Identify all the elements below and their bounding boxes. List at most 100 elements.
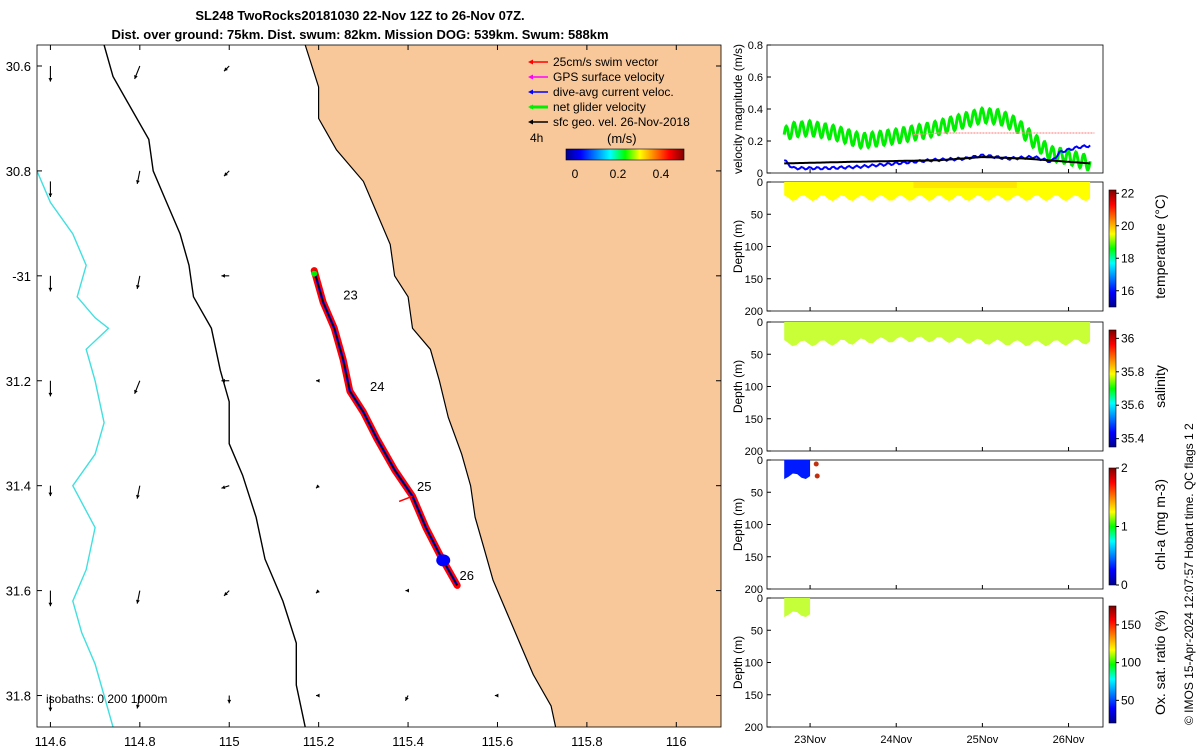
geo-vector-head-22 [316,484,320,489]
sec-ytick-label-2-3: 150 [745,552,763,564]
sec-ylabel-chl-a: Depth (m) [731,498,745,551]
legend-label-2: dive-avg current veloc. [553,85,674,99]
chl-hotspot-0 [813,461,819,467]
geo-vector-head-12 [136,599,140,604]
geo-vector-head-14 [224,67,228,72]
timestep-label: 4h [530,131,543,145]
sec-cbar-tick-label-3-2: 150 [1121,618,1141,632]
legend-label-1: GPS surface velocity [553,70,664,84]
sec-cbar-label-temperature: temperature (°C) [1152,194,1168,298]
geo-vector-head-10 [134,389,138,394]
legend-swatch-head-2 [528,89,533,95]
legend-label-4: sfc geo. vel. 26-Nov-2018 [553,115,690,129]
swim-vector-stray [398,495,413,503]
sec-ylabel-temperature: Depth (m) [731,220,745,273]
map-ytick-label-3: 31.2 [6,374,31,389]
geo-vector-head-6 [48,707,53,712]
map-panel: 23 24 25 26 114.6 114.8 115 115.2 115.4 115.6 115… [6,44,722,749]
map-axes: 114.6 114.8 115 115.2 115.4 115.6 115.8 116 30.6… [6,45,721,749]
day-label-25: 25 [417,479,431,494]
glider-track: 23 24 25 26 [310,267,474,589]
legend-label-0: 25cm/s swim vector [553,55,658,69]
geo-vector-head-1 [48,193,53,197]
sec-cbar-tick-label-3-1: 100 [1121,656,1141,670]
isobath-200m [103,45,306,727]
sec-ytick-label-1-1: 50 [751,349,763,361]
coastline [304,45,557,727]
velocity-series [782,105,1095,172]
day-label-23: 23 [343,287,357,302]
sec-cbar-tick-label-2-1: 1 [1121,520,1128,534]
sec-xtick-label-0: 23Nov [794,734,826,746]
sec-xtick-label-2: 25Nov [966,734,998,746]
legend-swatch-head-3 [528,104,533,110]
section-frame-chl-a [766,459,1104,590]
geo-vector-head-5 [48,602,53,607]
map-ytick-label-4: 31.4 [6,479,31,494]
sec-cbar-tick-label-0-1: 18 [1121,251,1135,265]
vel-series-1 [913,132,1095,136]
land-polygon [305,45,721,727]
map-xtick-label-6: 115.8 [571,734,603,749]
sec-ytick-label-2-1: 50 [751,487,763,499]
sec-cbar-tick-label-0-3: 22 [1121,186,1135,200]
velocity-panel: 0 0.2 0.4 0.6 0.8 velocity magnitude (m/s) [731,40,1104,180]
sec-cbar-tick-label-1-0: 35.4 [1121,432,1145,446]
sec-cbar-tick-label-2-2: 2 [1121,461,1128,475]
geo-vector-head-9 [136,285,140,289]
vel-ytick-label-0: 0 [757,168,763,180]
sec-cbar-tick-label-2-0: 0 [1121,578,1128,592]
day-label-26: 26 [459,568,473,583]
chart-title-line1: SL248 TwoRocks20181030 22-Nov 12Z to 26-… [195,8,525,23]
vel-series-3 [784,155,1091,165]
map-xtick-label-0: 114.6 [35,734,67,749]
legend-label-3: net glider velocity [553,100,646,114]
geo-vector-head-19 [224,591,228,596]
track-line [313,270,458,586]
sec-ytick-label-3-1: 50 [751,625,763,637]
geo-vector-head-4 [48,492,53,497]
geo-vector-head-17 [221,378,225,383]
track-start-marker [311,270,318,277]
sec-cbar-tick-label-0-2: 20 [1121,219,1135,233]
vel-ytick-label-3: 0.6 [748,72,763,84]
geo-vector-head-18 [221,485,226,489]
velocity-frame [766,44,1104,174]
sec-cbar-tick-label-1-2: 35.8 [1121,365,1145,379]
sec-cbar-label-oxygen: Ox. sat. ratio (%) [1152,610,1168,715]
map-ytick-label-5: 31.6 [6,584,31,599]
sec-colorbar-chl-a [1108,467,1117,586]
sec-ylabel-salinity: Depth (m) [731,360,745,413]
map-xtick-label-7: 116 [666,734,687,749]
map-ytick-label-2: -31 [12,269,31,284]
geo-vector-head-20 [227,699,232,704]
section-data-chl-a [784,460,811,480]
sec-ytick-label-0-3: 150 [745,274,763,286]
geo-vector-head-7 [134,75,138,79]
sec-ytick-label-3-0: 0 [757,593,763,605]
day-label-24: 24 [370,379,384,394]
geo-vector-head-21 [316,378,320,383]
vel-series-0 [782,105,1092,172]
sec-ytick-label-0-4: 200 [745,306,763,318]
colorbar-tick-1: 0.2 [610,167,627,181]
map-ytick-label-0: 30.6 [6,59,31,74]
geo-vector-head-16 [221,273,225,278]
sec-ytick-label-0-2: 100 [745,242,763,254]
sec-colorbar-salinity [1108,329,1117,448]
geo-vector-head-27 [494,693,499,698]
section-data-oxygen [784,598,811,618]
sec-ytick-label-3-2: 100 [745,658,763,670]
sec-ylabel-oxygen: Depth (m) [731,636,745,689]
section-data-salinity [784,322,1091,347]
sec-cbar-tick-label-1-3: 36 [1121,331,1135,345]
isobaths-label: isobaths: 0 200 1000m [46,692,167,706]
isobath-0m [37,170,114,727]
velocity-axes: 0 0.2 0.4 0.6 0.8 [748,40,1070,180]
map-xtick-label-5: 115.6 [482,734,514,749]
section-warm-band [913,182,1017,188]
velocity-ylabel: velocity magnitude (m/s) [731,44,745,174]
sec-ytick-label-0-0: 0 [757,177,763,189]
